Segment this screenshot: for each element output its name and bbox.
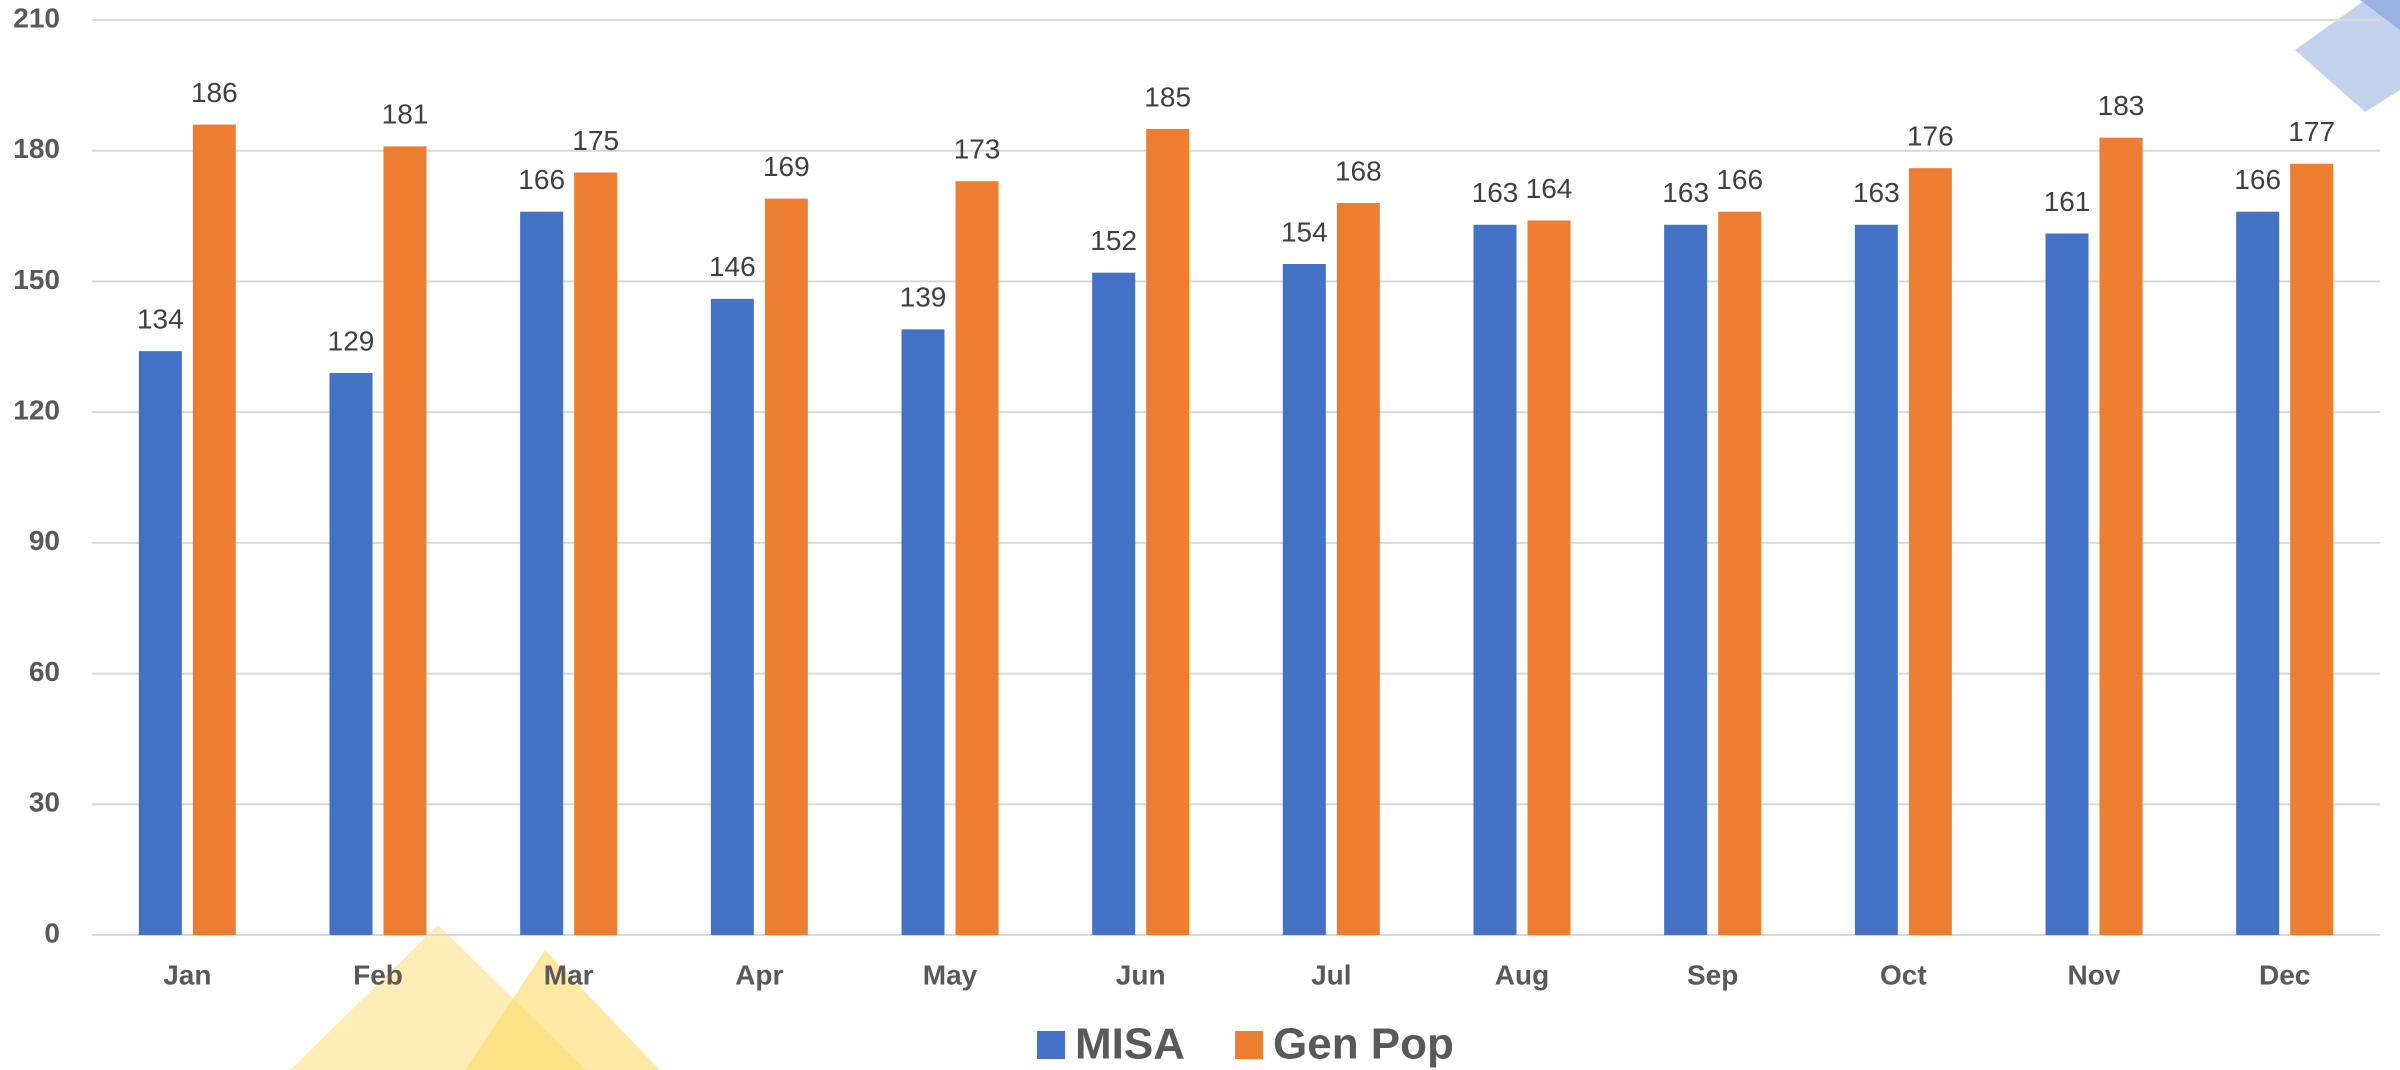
bar [1092,272,1136,935]
y-tick-label: 120 [13,395,60,426]
bar [710,298,754,935]
bar [1282,264,1326,935]
data-label: 166 [1716,164,1763,195]
bar [383,146,427,935]
data-label: 154 [1281,216,1328,247]
data-label: 129 [328,325,375,356]
x-tick-label: Jul [1311,959,1351,990]
bar [1908,168,1952,936]
data-label: 163 [1853,177,1900,208]
y-tick-label: 90 [29,525,60,556]
x-tick-label: Aug [1495,959,1549,990]
data-label: 169 [763,151,810,182]
x-tick-label: May [923,959,978,990]
legend: MISA Gen Pop [1037,1020,1454,1069]
bar [2045,233,2089,935]
y-tick-label: 210 [13,2,60,33]
data-label: 175 [572,125,619,156]
data-label: 176 [1907,121,1954,152]
bar [1473,224,1517,936]
bar [901,329,945,935]
x-tick-label: Feb [353,959,403,990]
bar [138,351,182,936]
data-label: 161 [2044,186,2091,217]
data-label: 168 [1335,155,1382,186]
legend-swatch [1235,1031,1263,1059]
y-tick-label: 60 [29,656,60,687]
x-tick-label: Oct [1880,959,1927,990]
x-tick-label: Jan [163,959,211,990]
bar [192,124,236,936]
plot-area: 0 30 60 90 120 150 180 210 Jan 134 186 Feb 129 181 Mar… [13,2,2380,990]
data-label: 173 [954,134,1001,165]
y-tick-label: 180 [13,133,60,164]
bar [1527,220,1571,935]
bar [955,181,999,935]
data-label: 177 [2288,116,2335,147]
data-label: 134 [137,304,184,335]
y-tick-label: 150 [13,264,60,295]
x-tick-label: Sep [1687,959,1738,990]
data-label: 181 [382,99,429,130]
data-label: 163 [1662,177,1709,208]
x-tick-label: Dec [2259,959,2310,990]
data-label: 166 [518,164,565,195]
y-tick-label: 0 [44,917,60,948]
x-tick-label: Jun [1116,959,1166,990]
bar [2099,137,2143,936]
legend-swatch [1037,1031,1065,1059]
data-label: 185 [1144,81,1191,112]
data-label: 163 [1472,177,1519,208]
legend-label: Gen Pop [1273,1020,1454,1069]
data-label: 183 [2098,90,2145,121]
y-tick-label: 30 [29,787,60,818]
bar [1718,211,1762,935]
bar [2236,211,2280,935]
bar [1336,203,1380,935]
data-label: 164 [1526,173,1573,204]
x-tick-label: Apr [735,959,783,990]
bar [574,172,618,935]
bar [1146,128,1190,935]
data-label: 152 [1090,225,1137,256]
bar [2290,163,2334,936]
data-label: 186 [191,77,238,108]
legend-label: MISA [1075,1020,1185,1069]
bar [1664,224,1708,936]
bar [764,198,808,936]
data-label: 139 [900,282,947,313]
data-label: 146 [709,251,756,282]
decoration [290,0,2400,1070]
data-label: 166 [2234,164,2281,195]
x-tick-label: Mar [544,959,594,990]
bar [520,211,564,935]
x-tick-label: Nov [2068,959,2121,990]
bar [329,372,373,935]
bar [1854,224,1898,936]
